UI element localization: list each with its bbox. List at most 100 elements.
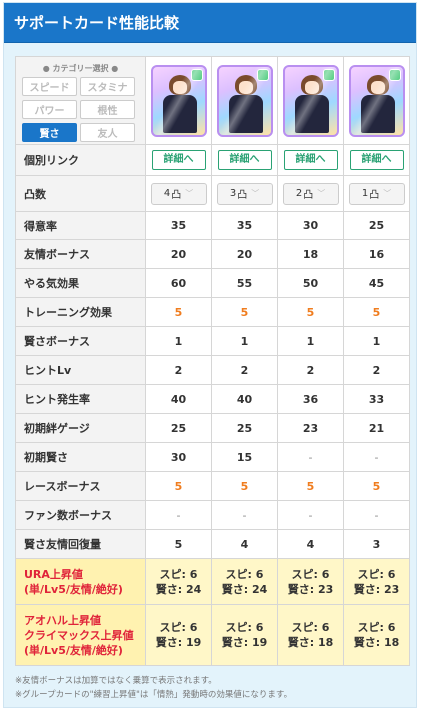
detail-link-button[interactable]: 詳細へ bbox=[283, 150, 338, 170]
row-label: レースボーナス bbox=[15, 471, 146, 501]
stat-value: 2 bbox=[343, 355, 410, 385]
stat-value: 25 bbox=[145, 413, 212, 443]
stat-value: - bbox=[277, 500, 344, 530]
ura-label: URA上昇値 (単/Lv5/友情/絶好) bbox=[15, 558, 146, 605]
stat-value: 2 bbox=[145, 355, 212, 385]
stat-value: 40 bbox=[211, 384, 278, 414]
row-label: ヒントLv bbox=[15, 355, 146, 385]
limit-break-icon: 凸 bbox=[369, 190, 380, 201]
aoharu-label: アオハル上昇値 クライマックス上昇値 (単/Lv5/友情/絶好) bbox=[15, 604, 146, 666]
row-label: 賢さボーナス bbox=[15, 326, 146, 356]
aoharu-value: スピ: 6 賢さ: 19 bbox=[145, 604, 212, 666]
category-guts-button[interactable]: 根性 bbox=[80, 99, 135, 119]
card-image[interactable] bbox=[348, 64, 405, 137]
type-badge-icon bbox=[256, 68, 269, 81]
page-container: サポートカード性能比較 ● カテゴリー選択 ● スピード スタミナ パワー 根性… bbox=[3, 2, 417, 708]
type-badge-icon bbox=[388, 68, 401, 81]
category-stamina-button[interactable]: スタミナ bbox=[80, 76, 135, 96]
stat-value: 55 bbox=[211, 268, 278, 298]
card-cell-4 bbox=[343, 56, 410, 145]
stat-value: 3 bbox=[343, 529, 410, 559]
stat-value: 23 bbox=[277, 413, 344, 443]
stat-value: 40 bbox=[145, 384, 212, 414]
stat-value: 35 bbox=[145, 211, 212, 240]
stat-value: 60 bbox=[145, 268, 212, 298]
stat-value: 2 bbox=[211, 355, 278, 385]
ura-value: スピ: 6 賢さ: 24 bbox=[145, 558, 212, 605]
category-selector: ● カテゴリー選択 ● スピード スタミナ パワー 根性 賢さ 友人 bbox=[15, 56, 146, 145]
chevron-down-icon: ﹀ bbox=[185, 189, 194, 198]
row-label: 個別リンク bbox=[15, 144, 146, 176]
ura-value: スピ: 6 賢さ: 23 bbox=[343, 558, 410, 605]
stat-value: 21 bbox=[343, 413, 410, 443]
stat-value: 50 bbox=[277, 268, 344, 298]
limit-break-icon: 凸 bbox=[171, 190, 182, 201]
card-cell-3 bbox=[277, 56, 344, 145]
row-label: やる気効果 bbox=[15, 268, 146, 298]
row-label: トレーニング効果 bbox=[15, 297, 146, 327]
stat-value: - bbox=[277, 442, 344, 472]
category-speed-button[interactable]: スピード bbox=[22, 76, 77, 96]
aoharu-value: スピ: 6 賢さ: 18 bbox=[277, 604, 344, 666]
limit-break-icon: 凸 bbox=[303, 190, 314, 201]
card-image[interactable] bbox=[216, 64, 273, 137]
stat-value: 30 bbox=[277, 211, 344, 240]
stat-value: 5 bbox=[145, 529, 212, 559]
stat-value: 4 bbox=[277, 529, 344, 559]
stat-value: 2 bbox=[277, 355, 344, 385]
stat-value: 25 bbox=[211, 413, 278, 443]
stat-value: 5 bbox=[211, 297, 278, 327]
detail-link-button[interactable]: 詳細へ bbox=[349, 150, 404, 170]
limit-break-select[interactable]: 2 凸 ﹀ bbox=[282, 182, 339, 205]
stat-value: 5 bbox=[145, 471, 212, 501]
stat-value: 5 bbox=[343, 297, 410, 327]
stat-value: 4 bbox=[211, 529, 278, 559]
aoharu-value: スピ: 6 賢さ: 19 bbox=[211, 604, 278, 666]
chevron-down-icon: ﹀ bbox=[317, 189, 326, 198]
stat-value: - bbox=[211, 500, 278, 530]
limit-break-select[interactable]: 3 凸 ﹀ bbox=[216, 182, 273, 205]
category-power-button[interactable]: パワー bbox=[22, 99, 77, 119]
stat-value: 30 bbox=[145, 442, 212, 472]
stat-value: - bbox=[343, 442, 410, 472]
type-badge-icon bbox=[190, 68, 203, 81]
row-label: 友情ボーナス bbox=[15, 239, 146, 269]
category-title: ● カテゴリー選択 ● bbox=[42, 63, 119, 73]
stat-value: 20 bbox=[145, 239, 212, 269]
stat-value: 1 bbox=[211, 326, 278, 356]
stat-value: 35 bbox=[211, 211, 278, 240]
limit-break-select[interactable]: 1 凸 ﹀ bbox=[348, 182, 405, 205]
stat-value: - bbox=[145, 500, 212, 530]
category-wisdom-button[interactable]: 賢さ bbox=[22, 122, 77, 142]
row-label: ヒント発生率 bbox=[15, 384, 146, 414]
stat-value: 25 bbox=[343, 211, 410, 240]
row-label: 賢さ友情回復量 bbox=[15, 529, 146, 559]
ura-value: スピ: 6 賢さ: 23 bbox=[277, 558, 344, 605]
row-label: 初期絆ゲージ bbox=[15, 413, 146, 443]
row-label: ファン数ボーナス bbox=[15, 500, 146, 530]
card-image[interactable] bbox=[150, 64, 207, 137]
stat-value: 16 bbox=[343, 239, 410, 269]
footnote: ※グループカードの"練習上昇値"は「情熱」発動時の効果値になります。 bbox=[15, 690, 293, 700]
detail-link-button[interactable]: 詳細へ bbox=[151, 150, 206, 170]
limit-break-icon: 凸 bbox=[237, 190, 248, 201]
chevron-down-icon: ﹀ bbox=[251, 189, 260, 198]
stat-value: 33 bbox=[343, 384, 410, 414]
stat-value: 5 bbox=[343, 471, 410, 501]
category-friend-button[interactable]: 友人 bbox=[80, 122, 135, 142]
page-title: サポートカード性能比較 bbox=[4, 3, 416, 43]
detail-link-button[interactable]: 詳細へ bbox=[217, 150, 272, 170]
aoharu-value: スピ: 6 賢さ: 18 bbox=[343, 604, 410, 666]
stat-value: 5 bbox=[277, 297, 344, 327]
stat-value: 5 bbox=[211, 471, 278, 501]
chevron-down-icon: ﹀ bbox=[383, 189, 392, 198]
stat-value: 5 bbox=[277, 471, 344, 501]
footnote: ※友情ボーナスは加算ではなく乗算で表示されます。 bbox=[15, 676, 217, 686]
card-image[interactable] bbox=[282, 64, 339, 137]
stat-value: 1 bbox=[145, 326, 212, 356]
stat-value: 15 bbox=[211, 442, 278, 472]
stat-value: 20 bbox=[211, 239, 278, 269]
stat-value: 45 bbox=[343, 268, 410, 298]
comparison-table: ● カテゴリー選択 ● スピード スタミナ パワー 根性 賢さ 友人 個別リ bbox=[15, 56, 410, 666]
limit-break-select[interactable]: 4 凸 ﹀ bbox=[150, 182, 207, 205]
